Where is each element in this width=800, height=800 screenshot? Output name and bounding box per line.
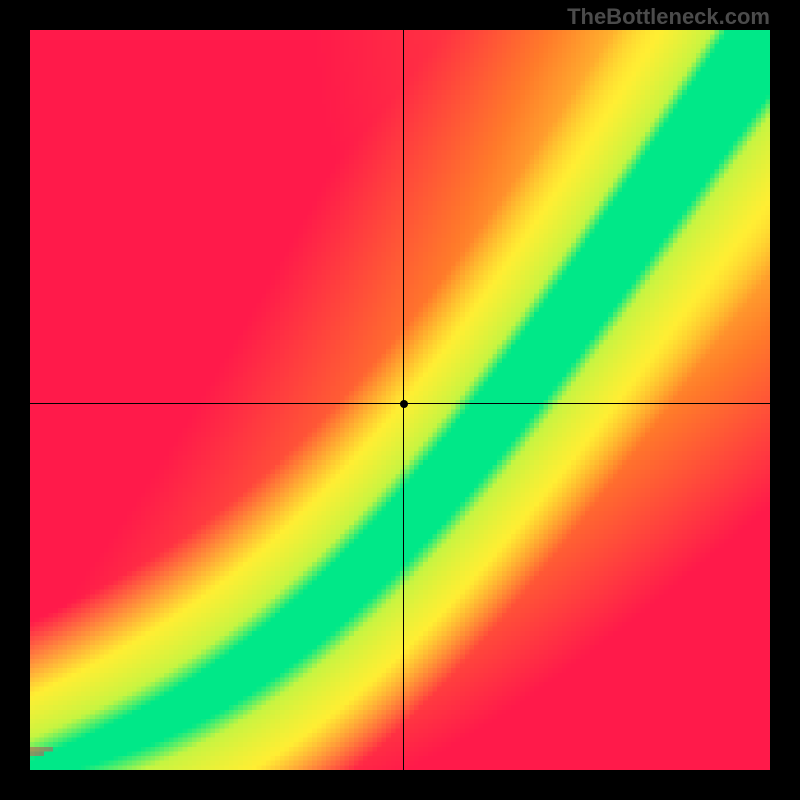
point-marker — [400, 400, 408, 408]
watermark-text: TheBottleneck.com — [567, 4, 770, 30]
chart-container: TheBottleneck.com — [0, 0, 800, 800]
